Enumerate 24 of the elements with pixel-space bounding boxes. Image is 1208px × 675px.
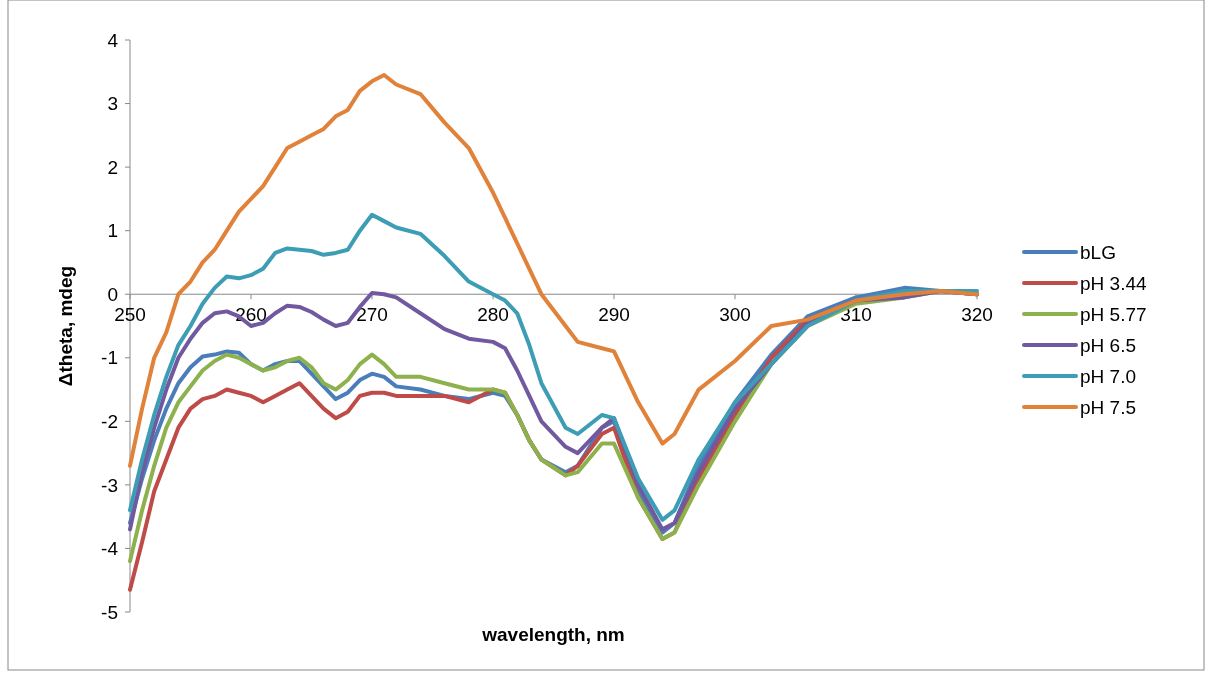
y-tick-label: -5 [101, 601, 118, 623]
y-tick-label: 2 [107, 156, 118, 178]
y-tick-label: 0 [107, 283, 118, 305]
legend-label: pH 3.44 [1080, 272, 1147, 294]
x-tick-label: 300 [719, 303, 751, 325]
legend-label: pH 7.0 [1080, 365, 1136, 387]
y-tick-label: -3 [101, 474, 118, 496]
x-tick-label: 250 [114, 303, 146, 325]
legend-label: pH 5.77 [1080, 303, 1147, 325]
y-axis-title: Δtheta, mdeg [55, 265, 76, 387]
x-tick-label: 320 [961, 303, 993, 325]
legend-label: pH 7.5 [1080, 396, 1136, 418]
legend-label: bLG [1080, 241, 1116, 263]
y-tick-label: 3 [107, 93, 118, 115]
x-tick-label: 290 [598, 303, 630, 325]
x-tick-label: 270 [356, 303, 388, 325]
legend-label: pH 6.5 [1080, 334, 1136, 356]
y-tick-label: -1 [101, 347, 118, 369]
y-tick-label: -4 [101, 538, 119, 560]
y-tick-label: 1 [107, 220, 118, 242]
x-axis-title: wavelength, nm [481, 624, 625, 645]
y-tick-label: 4 [107, 29, 119, 51]
y-tick-label: -2 [101, 410, 118, 432]
x-tick-label: 280 [477, 303, 509, 325]
